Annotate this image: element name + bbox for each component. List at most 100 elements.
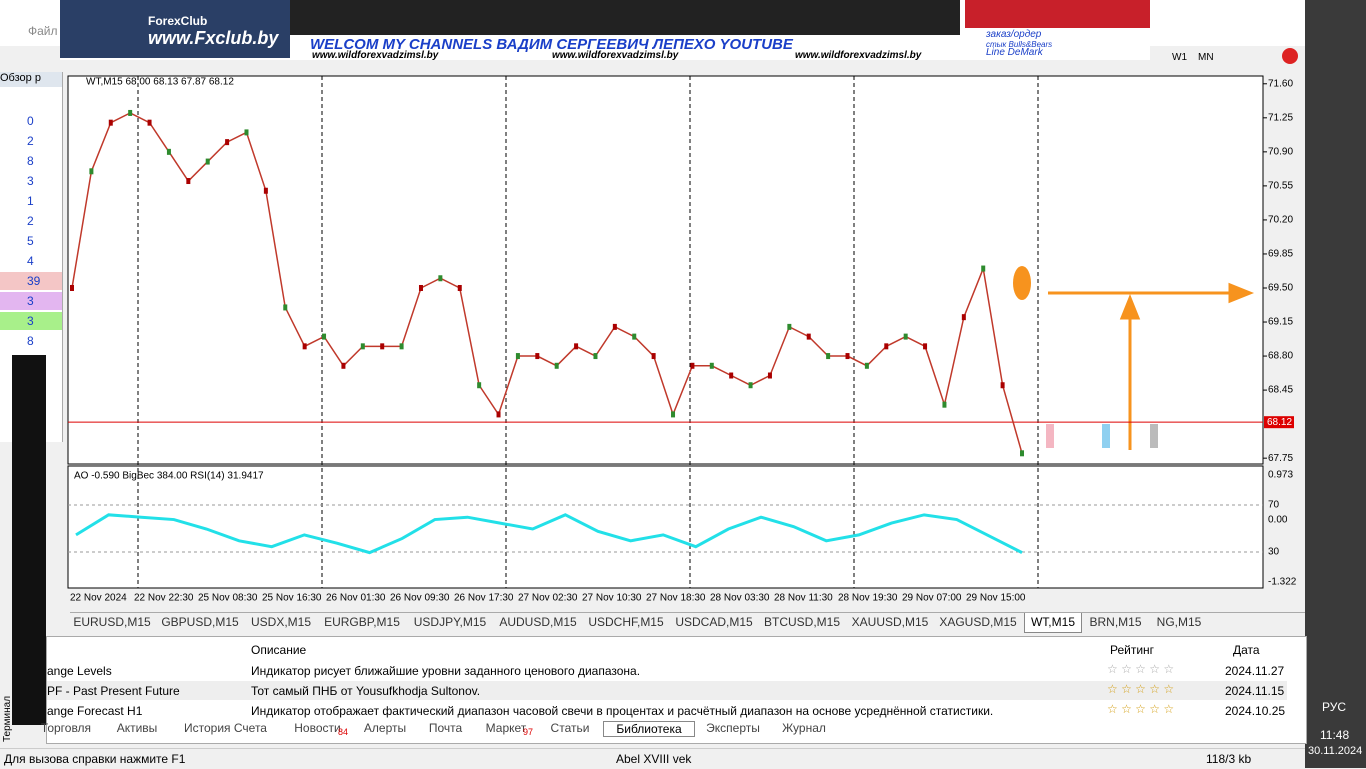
terminal-tab[interactable]: Торговля (40, 721, 92, 735)
symbol-tab[interactable]: BTCUSD,M15 (763, 615, 840, 629)
market-value: 3 (27, 314, 34, 328)
tray-time[interactable]: 11:48 (1320, 728, 1350, 742)
timeframe[interactable]: W1 (1172, 52, 1187, 63)
x-tick-label: 28 Nov 11:30 (774, 593, 833, 604)
y-tick-label: 68.45 (1268, 385, 1293, 396)
y-tick-label: 67.75 (1268, 453, 1293, 464)
market-value: 5 (27, 234, 34, 248)
market-row (0, 272, 62, 290)
symbol-tab[interactable]: USDCHF,M15 (588, 615, 664, 629)
x-tick-label: 28 Nov 03:30 (710, 593, 770, 604)
x-tick-label: 27 Nov 18:30 (646, 593, 706, 604)
row-desc: Индикатор отображает фактический диапазо… (251, 704, 994, 718)
symbol-tab[interactable]: USDJPY,M15 (413, 615, 487, 629)
x-tick-label: 26 Nov 09:30 (390, 593, 450, 604)
symbol-tab[interactable]: USDX,M15 (250, 615, 312, 629)
symbol-tab[interactable]: BRN,M15 (1089, 615, 1142, 629)
price-bar (205, 158, 210, 165)
market-value: 3 (27, 294, 34, 308)
tray-lang[interactable]: РУС (1322, 700, 1347, 714)
market-row (0, 112, 62, 130)
timeframe[interactable]: MN (1198, 52, 1214, 63)
row-name[interactable]: ange Forecast H1 (47, 704, 143, 718)
price-bar (283, 304, 288, 311)
menu-file[interactable]: Файл (28, 24, 58, 38)
price-bar (89, 168, 94, 175)
market-row (0, 192, 62, 210)
terminal-tab-active[interactable]: Библиотека (603, 721, 695, 737)
sub-tick-label: 0.00 (1268, 515, 1288, 526)
banner-link[interactable]: www.wildforexvadzimsl.by (552, 50, 679, 61)
status-help: Для вызова справки нажмите F1 (4, 752, 186, 766)
symbol-tab[interactable]: GBPUSD,M15 (161, 615, 239, 629)
sub-tick-label: 70 (1268, 500, 1280, 511)
price-bar (341, 362, 346, 369)
x-tick-label: 25 Nov 08:30 (198, 593, 258, 604)
price-bar (651, 353, 656, 360)
terminal-tab[interactable]: Новости (294, 721, 341, 735)
banner-flag (965, 0, 1150, 28)
symbol-tab[interactable]: AUDUSD,M15 (499, 615, 577, 629)
price-bar (787, 323, 792, 330)
annotation-arrows (1048, 282, 1255, 450)
price-bar (399, 343, 404, 350)
price-bar (1000, 382, 1005, 389)
row-bg (47, 681, 1287, 700)
row-stars: ☆ ☆ ☆ ☆ ☆ (1107, 702, 1175, 716)
market-row (0, 312, 62, 330)
symbol-tab[interactable]: XAUUSD,M15 (851, 615, 929, 629)
terminal-tab[interactable]: Алерты (363, 721, 407, 735)
x-tick-label: 28 Nov 19:30 (838, 593, 898, 604)
chart-header: WT,M15 68.00 68.13 67.87 68.12 (86, 77, 234, 88)
symbol-tab[interactable]: NG,M15 (1156, 615, 1202, 629)
price-bar (496, 411, 501, 418)
terminal-tab[interactable]: Маркет (485, 721, 527, 735)
price-bar (380, 343, 385, 350)
main-pane (67, 75, 1264, 465)
orange-marker (1013, 266, 1031, 300)
banner-demark: Line DeMark (986, 47, 1043, 58)
price-bar (322, 333, 327, 340)
banner-link[interactable]: www.wildforexvadzimsl.by (795, 50, 922, 61)
symbol-tab[interactable]: USDCAD,M15 (675, 615, 753, 629)
alert-badge[interactable] (1282, 48, 1298, 64)
price-bar (709, 362, 714, 369)
price-bar (884, 343, 889, 350)
sub-tick-label: 0.973 (1268, 470, 1293, 481)
market-value: 8 (27, 154, 34, 168)
row-name[interactable]: ange Levels (47, 664, 112, 678)
price-bar (302, 343, 307, 350)
symbol-tabs: EURUSD,M15 GBPUSD,M15 USDX,M15 EURGBP,M15 US… (70, 612, 1305, 633)
symbol-tab[interactable]: XAGUSD,M15 (939, 615, 1017, 629)
price-bar (961, 314, 966, 321)
sub-tick-label: -1.322 (1268, 577, 1297, 588)
y-tick-label: 68.80 (1268, 351, 1293, 362)
terminal-tab[interactable]: Эксперты (706, 721, 760, 735)
price-line (71, 112, 1023, 454)
terminal-tab[interactable]: Почта (428, 721, 463, 735)
tray-date[interactable]: 30.11.2024 (1308, 745, 1363, 757)
banner-link[interactable]: www.wildforexvadzimsl.by (312, 50, 439, 61)
row-name[interactable]: PF - Past Present Future (47, 684, 180, 698)
symbol-tab[interactable]: EURUSD,M15 (73, 615, 151, 629)
price-bar (574, 343, 579, 350)
price-bar (263, 187, 268, 194)
market-row (0, 252, 62, 270)
sub-tick-label: 30 (1268, 547, 1280, 558)
deco-bar (1102, 424, 1110, 448)
last-price-box (1264, 416, 1294, 429)
terminal-tab[interactable]: Активы (116, 721, 158, 735)
market-value: 0 (27, 114, 34, 128)
terminal-tab[interactable]: Журнал (782, 721, 826, 735)
sub-levels (68, 504, 1263, 553)
banner: ForexClub www.Fxclub.by WELCOM MY CHANNE… (60, 0, 1150, 61)
price-bar (477, 382, 482, 389)
terminal-tab[interactable]: История Счета (184, 721, 267, 735)
status-traffic: 118/3 kb (1206, 752, 1252, 766)
symbol-tab[interactable]: EURGBP,M15 (324, 615, 400, 629)
symbol-tab-active[interactable]: WT,M15 (1024, 613, 1082, 633)
price-bar (690, 362, 695, 369)
terminal-tab[interactable]: Статьи (550, 721, 590, 735)
market-row (0, 212, 62, 230)
market-watch-title: Обзор р (0, 72, 62, 87)
